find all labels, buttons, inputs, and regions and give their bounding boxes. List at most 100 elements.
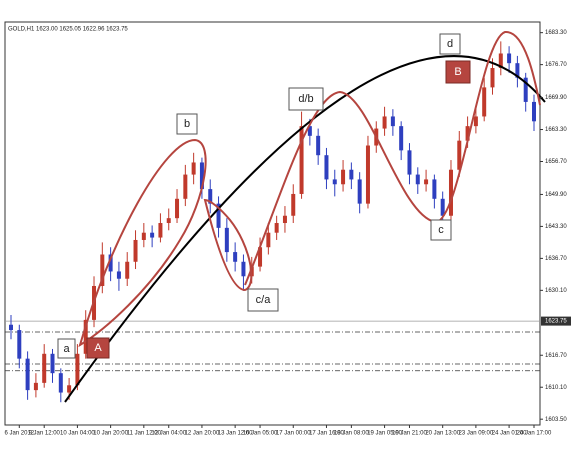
y-tick-label: 1656.70 bbox=[545, 159, 567, 165]
candle-body bbox=[532, 101, 536, 122]
candle-body bbox=[224, 227, 229, 253]
annotation: c bbox=[438, 224, 444, 236]
candle-body bbox=[498, 53, 503, 69]
candle-body bbox=[341, 169, 346, 185]
annotation-box bbox=[86, 337, 110, 359]
candle-body bbox=[241, 261, 246, 277]
candle-body bbox=[274, 223, 279, 233]
candle-body bbox=[282, 215, 287, 224]
candle-body bbox=[150, 232, 155, 238]
annotations: a A b c/a d/b d B c bbox=[57, 33, 471, 359]
annotation: d bbox=[447, 38, 453, 50]
annotation: c/a bbox=[256, 294, 272, 306]
candle-body bbox=[175, 198, 180, 219]
candle-body bbox=[125, 261, 130, 279]
x-tick-label: 24 Jan 01:00 bbox=[492, 431, 527, 437]
annotation: d/b bbox=[298, 93, 313, 105]
candle-body bbox=[473, 116, 478, 127]
candle-body bbox=[299, 126, 304, 194]
x-tick-label: 18 Jan 08:00 bbox=[334, 431, 369, 437]
x-tick-label: 16 Jan 05:00 bbox=[243, 431, 278, 437]
y-tick-label: 1663.30 bbox=[545, 127, 567, 133]
candle-body bbox=[407, 150, 412, 175]
candle-body bbox=[25, 358, 30, 391]
x-tick-label: 13 Jan 12:00 bbox=[218, 431, 253, 437]
marks bbox=[5, 41, 540, 403]
annotation: B bbox=[454, 66, 461, 78]
y-tick-label: 1636.70 bbox=[545, 256, 567, 262]
x-tick-label: 6 Jan 2012 bbox=[4, 431, 34, 437]
candle-body bbox=[233, 252, 238, 262]
candle-body bbox=[415, 174, 420, 185]
candle-body bbox=[490, 68, 495, 88]
candle-body bbox=[258, 247, 263, 267]
annotation-box bbox=[57, 338, 76, 359]
x-tick-label: 10 Jan 04:00 bbox=[60, 431, 95, 437]
candle-body bbox=[349, 169, 354, 180]
annotation-box bbox=[445, 60, 471, 84]
x-tick-label: 12 Jan 04:00 bbox=[151, 431, 186, 437]
annotation-box bbox=[288, 87, 324, 111]
candle-body bbox=[33, 382, 38, 391]
candle-body bbox=[332, 179, 337, 185]
x-tick-label: 17 Jan 00:00 bbox=[276, 431, 311, 437]
candle-body bbox=[307, 126, 312, 136]
candle-body bbox=[382, 116, 387, 129]
annotation: a bbox=[63, 343, 70, 355]
candle-body bbox=[324, 155, 329, 180]
candle-body bbox=[507, 53, 512, 64]
candle-body bbox=[291, 193, 296, 216]
y-tick-label: 1643.30 bbox=[545, 224, 567, 230]
candle-body bbox=[116, 271, 121, 279]
x-tick-label: 9 Jan 12:00 bbox=[29, 431, 61, 437]
wave-curve bbox=[244, 30, 541, 286]
candle-body bbox=[133, 239, 138, 262]
annotation-box bbox=[439, 33, 461, 55]
trend-arc bbox=[64, 55, 546, 403]
y-tick-label: 1630.10 bbox=[545, 288, 567, 294]
candle-body bbox=[316, 135, 321, 156]
candle-body bbox=[515, 63, 520, 78]
candle-body bbox=[9, 324, 13, 331]
current-price-tag bbox=[541, 316, 571, 326]
candle-body bbox=[457, 140, 462, 170]
candle-body bbox=[399, 126, 404, 151]
x-tick-label: 10 Jan 20:00 bbox=[93, 431, 128, 437]
y-tick-label: 1669.90 bbox=[545, 95, 567, 101]
wave-ellipse bbox=[78, 138, 207, 348]
annotation: A bbox=[94, 342, 102, 354]
candle-body bbox=[199, 162, 204, 190]
x-tick-label: 19 Jan 05:00 bbox=[367, 431, 402, 437]
current-price-label: 1623.75 bbox=[545, 319, 567, 325]
candle-body bbox=[108, 254, 113, 272]
candle-body bbox=[183, 174, 188, 199]
candle-body bbox=[523, 77, 528, 102]
candle-body bbox=[390, 116, 395, 127]
candle-body bbox=[424, 179, 429, 185]
x-tick-label: 12 Jan 20:00 bbox=[185, 431, 220, 437]
candle-body bbox=[166, 218, 171, 224]
candle-body bbox=[216, 203, 221, 228]
candle-body bbox=[365, 145, 370, 204]
candle-body bbox=[266, 232, 271, 248]
y-tick-label: 1683.30 bbox=[545, 30, 567, 36]
overlay-drawings bbox=[64, 30, 546, 403]
candle-body bbox=[482, 87, 487, 117]
candle-body bbox=[191, 162, 196, 175]
candle-body bbox=[448, 169, 453, 216]
y-tick-label: 1616.70 bbox=[545, 353, 567, 359]
x-tick-label: 19 Jan 21:00 bbox=[392, 431, 427, 437]
annotation-box bbox=[247, 288, 279, 312]
x-tick-label: 17 Jan 16:00 bbox=[309, 431, 344, 437]
y-tick-label: 1676.70 bbox=[545, 62, 567, 68]
wave-ellipse bbox=[203, 198, 253, 292]
candle-body bbox=[158, 223, 163, 238]
candle-body bbox=[83, 319, 88, 354]
annotation: b bbox=[184, 118, 190, 130]
candle-body bbox=[100, 254, 105, 286]
candle-body bbox=[208, 189, 213, 204]
y-tick-label: 1649.90 bbox=[545, 192, 567, 198]
x-tick-label: 11 Jan 12:00 bbox=[127, 431, 162, 437]
x-tick-label: 23 Jan 09:00 bbox=[459, 431, 494, 437]
